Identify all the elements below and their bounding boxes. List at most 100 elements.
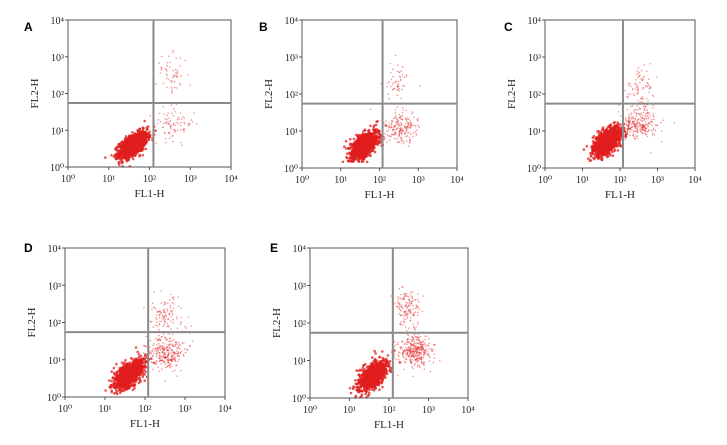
data-point xyxy=(166,62,168,64)
x-axis-label: FL1-H xyxy=(365,189,395,201)
scatter-points xyxy=(583,63,676,162)
data-point xyxy=(143,120,146,123)
data-point xyxy=(635,79,637,81)
data-point xyxy=(410,124,412,126)
data-point xyxy=(138,154,141,157)
data-point xyxy=(356,150,359,153)
data-point xyxy=(624,90,626,92)
data-point xyxy=(651,124,653,126)
data-point xyxy=(631,113,633,115)
y-tick-label: 10⁰ xyxy=(527,164,541,175)
panel-letter-a: A xyxy=(24,20,33,34)
scatter-points xyxy=(342,55,421,164)
data-point xyxy=(406,129,408,131)
data-point xyxy=(187,74,189,76)
data-point xyxy=(115,363,118,366)
data-point xyxy=(405,110,407,112)
data-point xyxy=(634,84,636,86)
data-point xyxy=(180,112,182,114)
data-point xyxy=(391,124,393,126)
data-point xyxy=(612,154,615,157)
data-point xyxy=(400,79,402,81)
data-point xyxy=(636,123,638,125)
data-point xyxy=(408,132,410,134)
data-point xyxy=(166,70,168,72)
data-point xyxy=(365,149,368,152)
data-point xyxy=(645,121,647,123)
data-point xyxy=(630,106,632,108)
data-point xyxy=(629,128,631,130)
data-point xyxy=(189,123,191,125)
x-tick-label: 10¹ xyxy=(102,174,115,185)
data-point xyxy=(179,83,181,85)
data-point xyxy=(596,137,599,140)
data-point xyxy=(176,76,178,78)
data-point xyxy=(643,118,645,120)
data-point xyxy=(646,98,648,100)
data-point xyxy=(590,155,593,158)
data-point xyxy=(646,131,648,133)
data-point xyxy=(640,119,642,121)
data-point xyxy=(636,119,638,121)
data-point xyxy=(384,124,387,127)
data-point xyxy=(609,153,612,156)
data-point xyxy=(126,157,129,160)
data-point xyxy=(398,84,400,86)
data-point xyxy=(170,104,172,106)
data-point xyxy=(375,120,378,123)
data-point xyxy=(148,136,151,139)
data-point xyxy=(396,124,398,126)
data-point xyxy=(160,72,162,74)
data-point xyxy=(645,131,647,133)
data-point xyxy=(171,87,173,89)
data-point xyxy=(637,77,639,79)
data-point xyxy=(638,123,640,125)
data-point xyxy=(398,90,400,92)
data-point xyxy=(349,142,352,145)
data-point xyxy=(170,80,172,82)
data-point xyxy=(112,376,115,379)
data-point xyxy=(609,132,612,135)
panel-letter-b: B xyxy=(259,20,268,34)
data-point xyxy=(143,134,146,137)
data-point xyxy=(654,134,656,136)
data-point xyxy=(402,85,404,87)
data-point xyxy=(412,125,414,127)
data-point xyxy=(601,159,604,162)
data-point xyxy=(636,129,638,131)
data-point xyxy=(400,122,402,124)
data-point xyxy=(175,69,177,71)
data-point xyxy=(407,124,409,126)
data-point xyxy=(141,374,144,377)
data-point xyxy=(405,123,407,125)
data-point xyxy=(628,82,630,84)
data-point xyxy=(652,105,654,107)
data-point xyxy=(131,131,134,134)
data-point xyxy=(627,117,629,119)
data-point xyxy=(385,120,387,122)
data-point xyxy=(640,101,642,103)
data-point xyxy=(401,134,403,136)
data-point xyxy=(378,141,381,144)
data-point xyxy=(368,141,371,144)
data-point xyxy=(351,158,354,161)
data-point xyxy=(191,119,193,121)
data-point xyxy=(416,130,418,132)
y-tick-label: 10¹ xyxy=(51,126,64,137)
data-point xyxy=(350,147,353,150)
data-point xyxy=(401,115,403,117)
data-point xyxy=(410,133,412,135)
data-point xyxy=(168,117,170,119)
data-point xyxy=(115,158,118,161)
data-point xyxy=(634,138,636,140)
data-point xyxy=(113,372,116,375)
data-point xyxy=(166,87,168,89)
data-point xyxy=(634,124,636,126)
data-point xyxy=(394,134,396,136)
data-point xyxy=(628,93,630,95)
data-point xyxy=(172,141,174,143)
data-point xyxy=(163,114,165,116)
data-point xyxy=(168,132,170,134)
